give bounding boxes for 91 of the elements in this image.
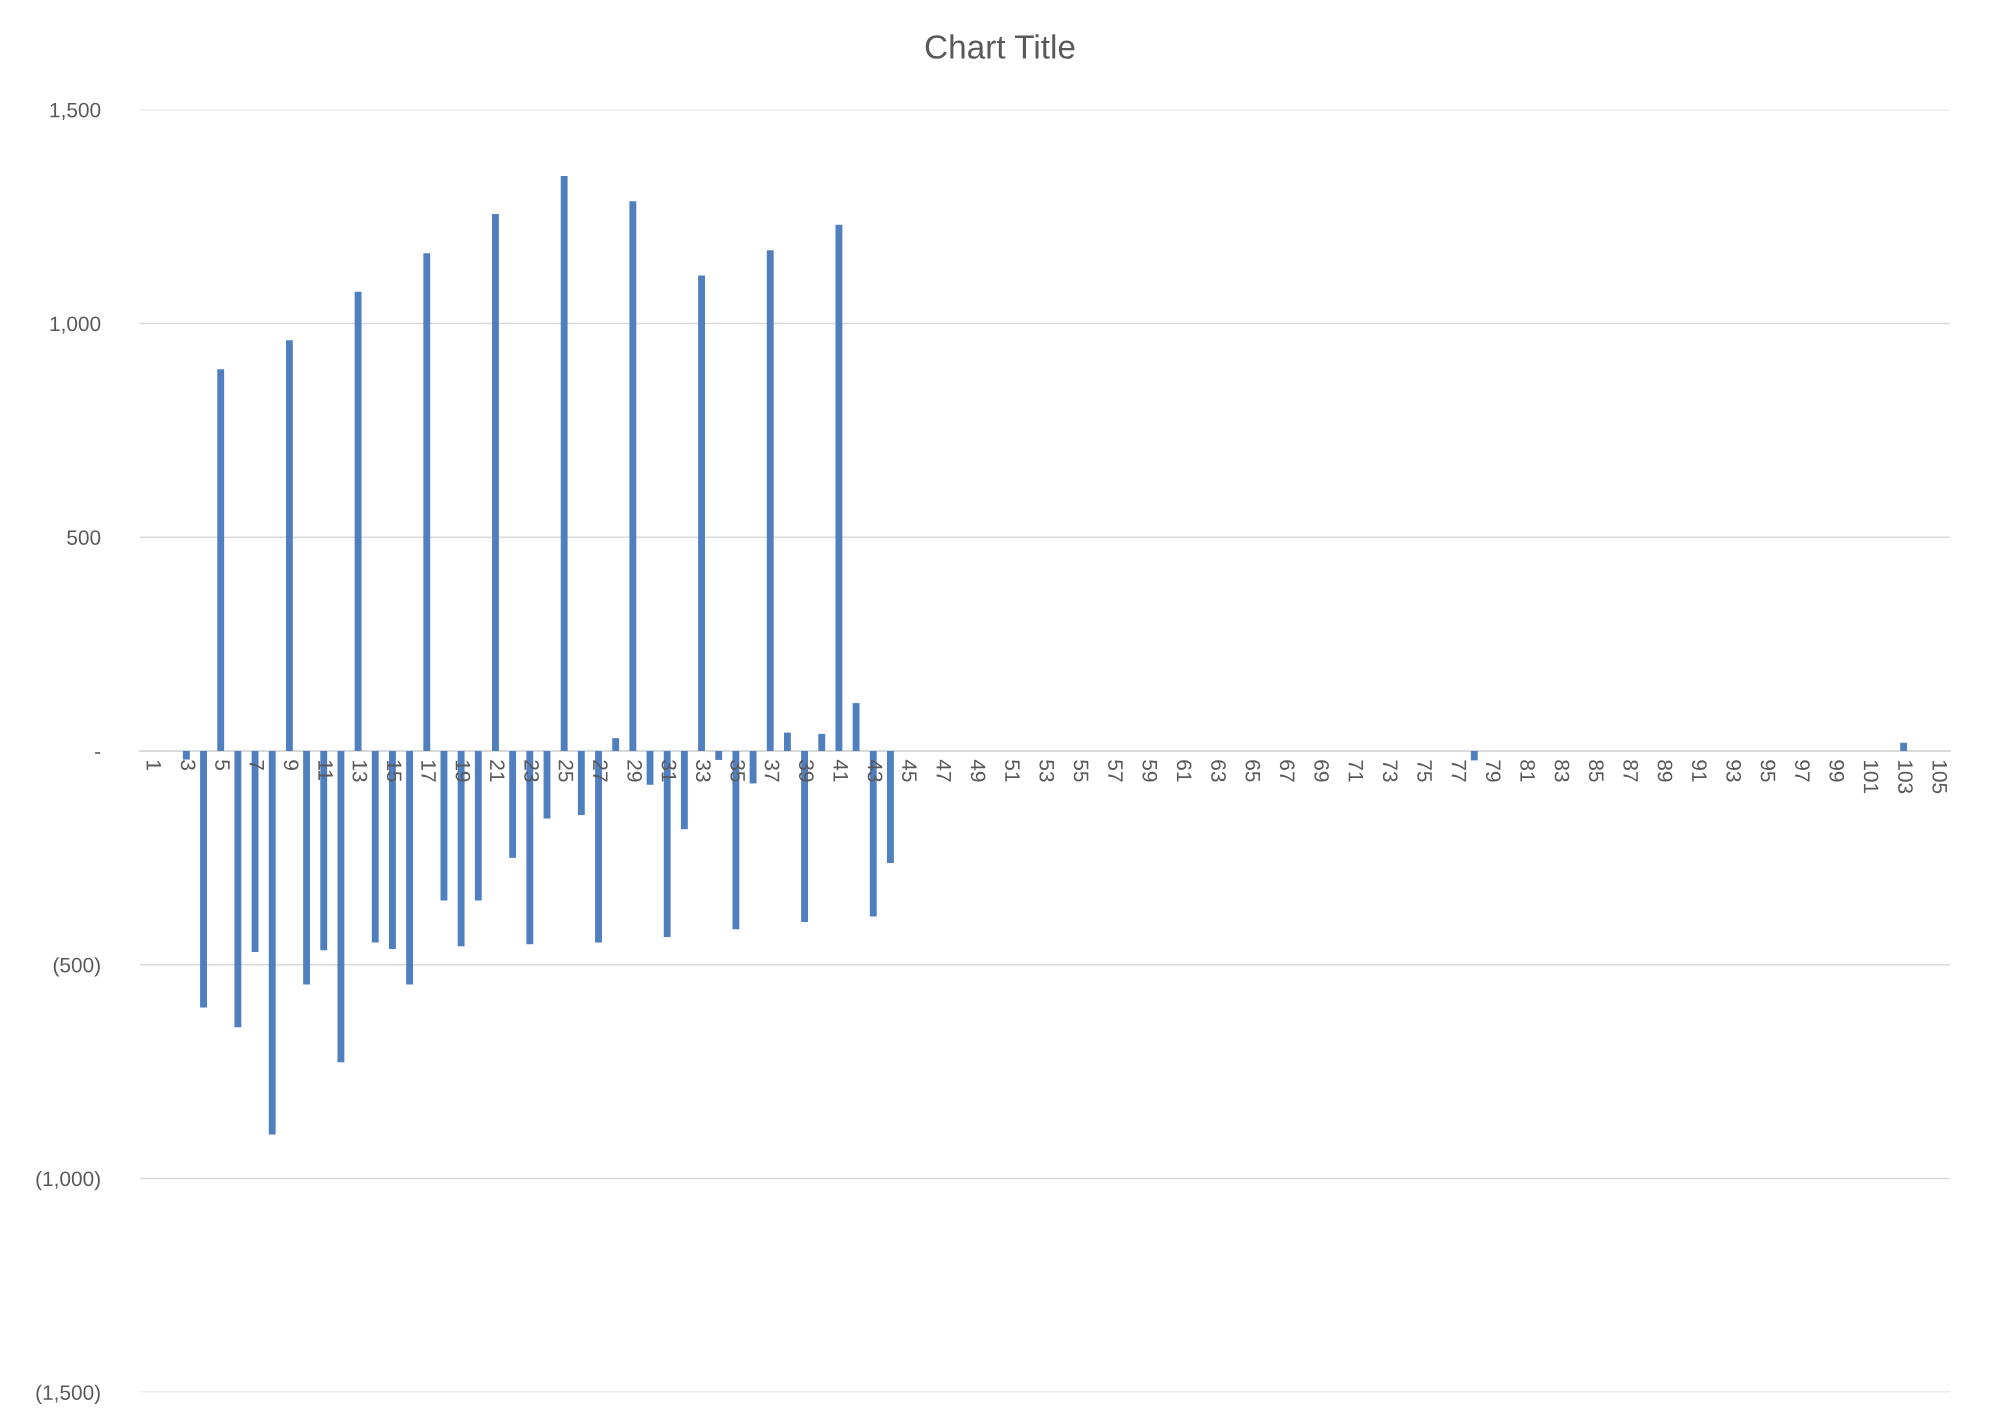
- bar: [835, 224, 843, 751]
- bar: [766, 250, 774, 751]
- x-tick-label: 1: [146, 760, 161, 770]
- x-tick-label: 97: [1795, 760, 1810, 782]
- x-tick-label: 61: [1176, 760, 1192, 782]
- bar: [337, 750, 345, 1063]
- bar: [406, 750, 414, 985]
- x-tick-label: 105: [1932, 760, 1948, 794]
- x-tick-label: 27: [593, 760, 608, 782]
- x-tick-label: 31: [661, 760, 677, 782]
- x-tick-label: 53: [1039, 760, 1055, 782]
- bar: [852, 703, 860, 751]
- x-tick-label: 75: [1417, 760, 1432, 782]
- bar: [887, 750, 894, 863]
- y-tick-label: (1,500): [36, 1384, 100, 1405]
- bar: [818, 733, 826, 751]
- chart-title: Chart Title: [925, 34, 1075, 59]
- x-tick-label: 77: [1451, 760, 1467, 782]
- x-tick-label: 19: [455, 760, 471, 782]
- x-tick-label: 91: [1691, 760, 1707, 782]
- x-tick-label: 93: [1726, 760, 1742, 782]
- x-tick-label: 79: [1485, 760, 1501, 782]
- bar: [371, 750, 379, 943]
- x-tick-label: 59: [1142, 760, 1158, 782]
- bar: [182, 750, 190, 760]
- y-tick-label: (1,000): [36, 1170, 100, 1191]
- x-tick-label: 51: [1005, 760, 1020, 782]
- bar: [715, 750, 723, 760]
- y-tick-label: -: [95, 752, 101, 754]
- x-tick-label: 95: [1760, 760, 1776, 782]
- x-tick-label: 71: [1348, 760, 1364, 782]
- x-tick-label: 65: [1245, 760, 1261, 782]
- x-tick-label: 89: [1657, 760, 1673, 782]
- x-tick-label: 103: [1898, 760, 1913, 794]
- bar: [474, 750, 482, 901]
- y-tick-label: 1,500: [50, 102, 101, 120]
- x-tick-label: 23: [524, 760, 539, 782]
- x-tick-label: 11: [318, 760, 333, 780]
- y-tick-label: (500): [53, 957, 100, 977]
- bar: [783, 732, 791, 751]
- bar: [1900, 742, 1908, 751]
- bar: [509, 750, 517, 858]
- bar: [234, 750, 242, 1028]
- bar: [629, 201, 637, 751]
- bar: [612, 738, 620, 751]
- x-tick-label: 85: [1588, 760, 1604, 782]
- y-tick-label: 1,000: [50, 316, 101, 334]
- x-tick-label: 57: [1108, 760, 1123, 782]
- x-tick-label: 9: [283, 760, 299, 770]
- y-tick-label: 500: [67, 530, 101, 545]
- x-tick-label: 49: [970, 759, 986, 782]
- x-tick-label: 25: [558, 760, 574, 782]
- bar: [1470, 750, 1478, 761]
- x-tick-label: 15: [386, 760, 402, 782]
- bar: [354, 291, 362, 751]
- bar: [577, 750, 585, 816]
- x-tick-label: 69: [1314, 760, 1329, 782]
- bar: [680, 750, 688, 830]
- x-tick-label: 45: [902, 759, 917, 782]
- x-tick-label: 43: [867, 759, 883, 782]
- x-tick-label: 33: [695, 760, 711, 782]
- x-tick-label: 63: [1211, 760, 1226, 782]
- bar: [423, 253, 431, 751]
- x-tick-label: 37: [764, 760, 780, 782]
- x-tick-label: 35: [730, 760, 746, 782]
- bar: [268, 750, 276, 1135]
- x-tick-label: 13: [352, 760, 368, 782]
- x-tick-label: 5: [215, 760, 230, 771]
- bar: [285, 340, 293, 751]
- bar: [200, 750, 207, 1008]
- bar: [303, 750, 311, 985]
- x-tick-label: 87: [1623, 760, 1639, 782]
- x-tick-label: 55: [1073, 760, 1089, 782]
- x-tick-label: 67: [1279, 760, 1295, 782]
- x-tick-label: 99: [1829, 760, 1845, 782]
- bar: [698, 275, 705, 751]
- x-tick-label: 73: [1382, 760, 1398, 782]
- x-tick-label: 17: [421, 760, 436, 782]
- bar: [217, 369, 225, 751]
- x-tick-label: 101: [1863, 760, 1879, 794]
- x-tick-label: 47: [936, 759, 951, 782]
- x-tick-label: 3: [180, 760, 196, 770]
- bar: [492, 214, 499, 751]
- x-tick-label: 21: [490, 760, 505, 782]
- x-tick-label: 41: [833, 759, 848, 782]
- x-tick-label: 39: [798, 760, 814, 782]
- x-tick-label: 83: [1554, 760, 1570, 782]
- x-tick-label: 81: [1520, 760, 1535, 782]
- x-tick-label: 7: [249, 760, 264, 770]
- x-tick-label: 29: [627, 760, 643, 782]
- bar: [560, 175, 568, 751]
